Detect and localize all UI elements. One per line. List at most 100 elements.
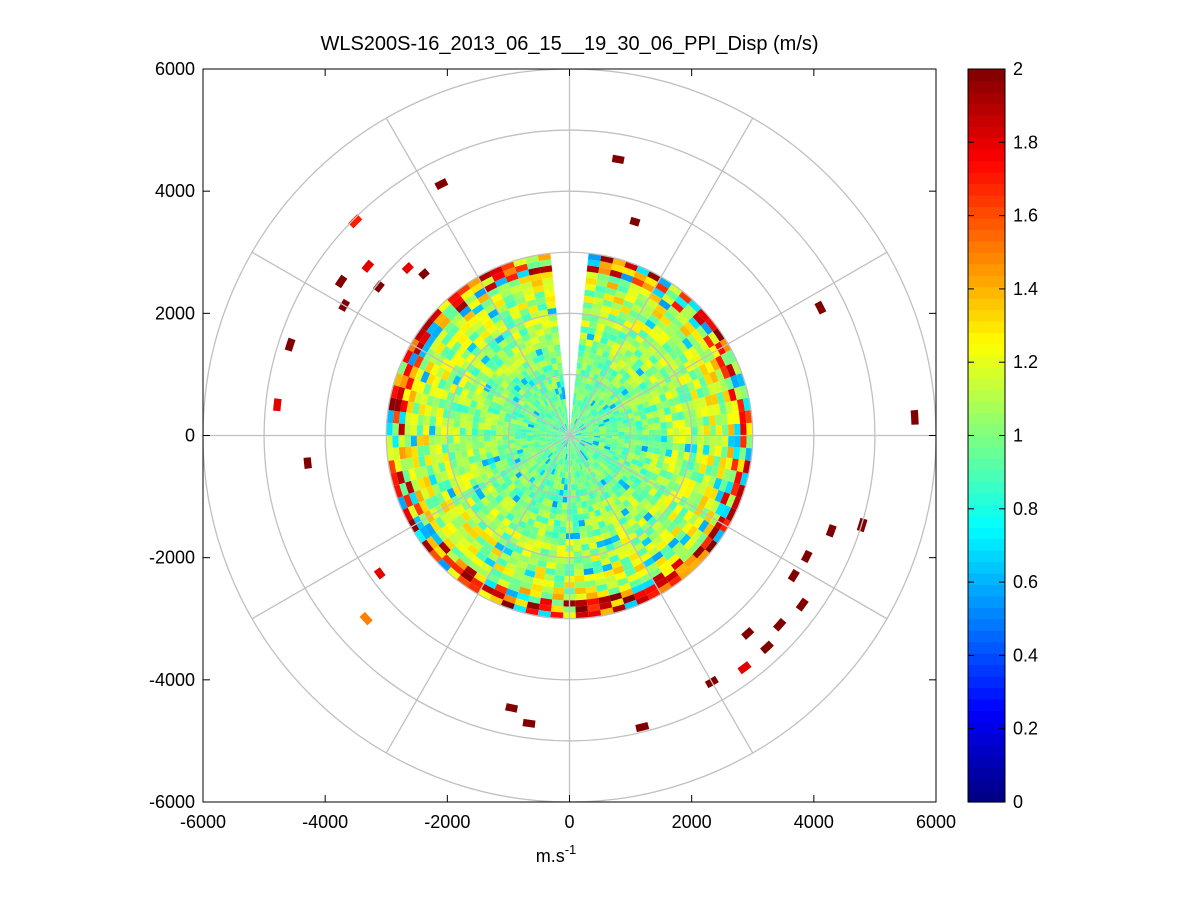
ppi-cell bbox=[396, 386, 406, 400]
ppi-cell bbox=[526, 344, 536, 354]
ppi-cell bbox=[565, 441, 569, 448]
ppi-cell bbox=[574, 587, 587, 595]
ppi-cell bbox=[435, 435, 442, 445]
ppi-cell bbox=[667, 305, 680, 318]
ppi-cell bbox=[505, 478, 514, 487]
ppi-cell bbox=[520, 428, 528, 433]
ppi-cell bbox=[658, 276, 672, 289]
ppi-cell bbox=[670, 333, 682, 346]
ppi-cell bbox=[661, 477, 670, 488]
ppi-cell bbox=[435, 416, 443, 427]
ppi-cell bbox=[643, 511, 653, 522]
ppi-cell bbox=[651, 287, 666, 299]
colorbar-swatch bbox=[968, 275, 1005, 288]
ppi-cell bbox=[494, 276, 508, 288]
ppi-cell bbox=[633, 512, 644, 523]
ppi-cell bbox=[541, 321, 551, 329]
ppi-cell bbox=[473, 408, 482, 417]
ppi-cell bbox=[625, 408, 633, 415]
ppi-cell bbox=[535, 565, 547, 574]
ppi-cell bbox=[469, 399, 478, 409]
ppi-cell bbox=[666, 442, 674, 450]
ppi-cell bbox=[539, 315, 550, 323]
ppi-cell bbox=[442, 452, 450, 463]
x-tick-label: 6000 bbox=[916, 812, 956, 832]
ppi-cell bbox=[429, 495, 441, 508]
ppi-cell bbox=[597, 408, 605, 414]
ppi-cell bbox=[563, 411, 567, 418]
ppi-cell bbox=[503, 486, 513, 495]
colorbar-swatch bbox=[968, 389, 1005, 402]
ppi-cell bbox=[639, 489, 649, 499]
ppi-cell bbox=[508, 460, 516, 468]
ppi-cell bbox=[471, 367, 481, 378]
ppi-cell bbox=[586, 486, 593, 494]
ppi-cell bbox=[632, 410, 640, 417]
ppi-cell bbox=[586, 459, 593, 466]
ppi-cell bbox=[575, 471, 580, 478]
ppi-cell bbox=[563, 490, 568, 497]
ppi-cell bbox=[487, 573, 500, 584]
ppi-cell bbox=[514, 435, 521, 440]
ppi-cell bbox=[490, 424, 497, 431]
ppi-cell bbox=[695, 325, 708, 339]
ppi-cell bbox=[587, 384, 594, 392]
ppi-cell bbox=[634, 465, 643, 473]
ppi-cell bbox=[473, 572, 488, 584]
ppi-cell bbox=[460, 349, 472, 361]
ppi-cell bbox=[535, 375, 543, 383]
ppi-cell bbox=[505, 299, 517, 310]
ppi-cell bbox=[617, 438, 625, 444]
ppi-cell bbox=[524, 452, 532, 459]
ppi-cell bbox=[470, 503, 481, 515]
ppi-cell bbox=[611, 438, 619, 443]
ppi-cell bbox=[426, 373, 436, 386]
ppi-cell bbox=[603, 325, 613, 334]
ppi-cell bbox=[657, 454, 666, 463]
ppi-cell bbox=[540, 442, 547, 446]
ppi-cell bbox=[690, 417, 698, 427]
ppi-cell bbox=[428, 474, 438, 486]
ppi-cell bbox=[508, 380, 517, 389]
ppi-cell bbox=[471, 435, 479, 443]
ppi-cell bbox=[612, 455, 620, 462]
ppi-cell bbox=[483, 334, 495, 345]
ppi-cell bbox=[639, 308, 652, 320]
ppi-cell bbox=[403, 494, 414, 508]
ppi-cell bbox=[455, 558, 468, 571]
ppi-cell bbox=[422, 425, 430, 436]
ppi-cell bbox=[579, 488, 585, 496]
ppi-cell bbox=[575, 432, 582, 435]
ppi-cell bbox=[501, 517, 512, 527]
ppi-cell bbox=[575, 599, 588, 607]
ppi-cell bbox=[472, 421, 479, 430]
ppi-cell bbox=[527, 443, 535, 448]
ppi-cell bbox=[474, 386, 484, 396]
ppi-cell bbox=[508, 439, 516, 444]
ppi-cell bbox=[543, 417, 550, 423]
ppi-cell bbox=[553, 369, 559, 377]
ppi-cell bbox=[545, 479, 552, 487]
ppi-cell bbox=[564, 441, 568, 448]
ppi-cell bbox=[558, 374, 564, 382]
ppi-cell bbox=[484, 441, 491, 448]
ppi-cell bbox=[452, 529, 465, 542]
ppi-cell bbox=[599, 410, 606, 417]
ppi-cell bbox=[529, 498, 538, 507]
ppi-cell bbox=[496, 385, 506, 394]
ppi-cell bbox=[581, 549, 591, 557]
ppi-cell bbox=[564, 478, 569, 485]
ppi-cell bbox=[642, 400, 650, 409]
ppi-cell bbox=[539, 548, 550, 556]
ppi-cell bbox=[619, 454, 627, 461]
ppi-cell bbox=[591, 421, 598, 426]
ppi-cell bbox=[537, 609, 551, 618]
ppi-cell bbox=[590, 393, 597, 401]
ppi-cell bbox=[637, 531, 649, 542]
ppi-cell bbox=[551, 429, 559, 433]
ppi-cell bbox=[592, 373, 599, 381]
ppi-cell bbox=[502, 462, 511, 470]
ppi-cell bbox=[518, 275, 532, 285]
ppi-cell bbox=[643, 349, 653, 360]
ppi-cell bbox=[593, 334, 602, 343]
